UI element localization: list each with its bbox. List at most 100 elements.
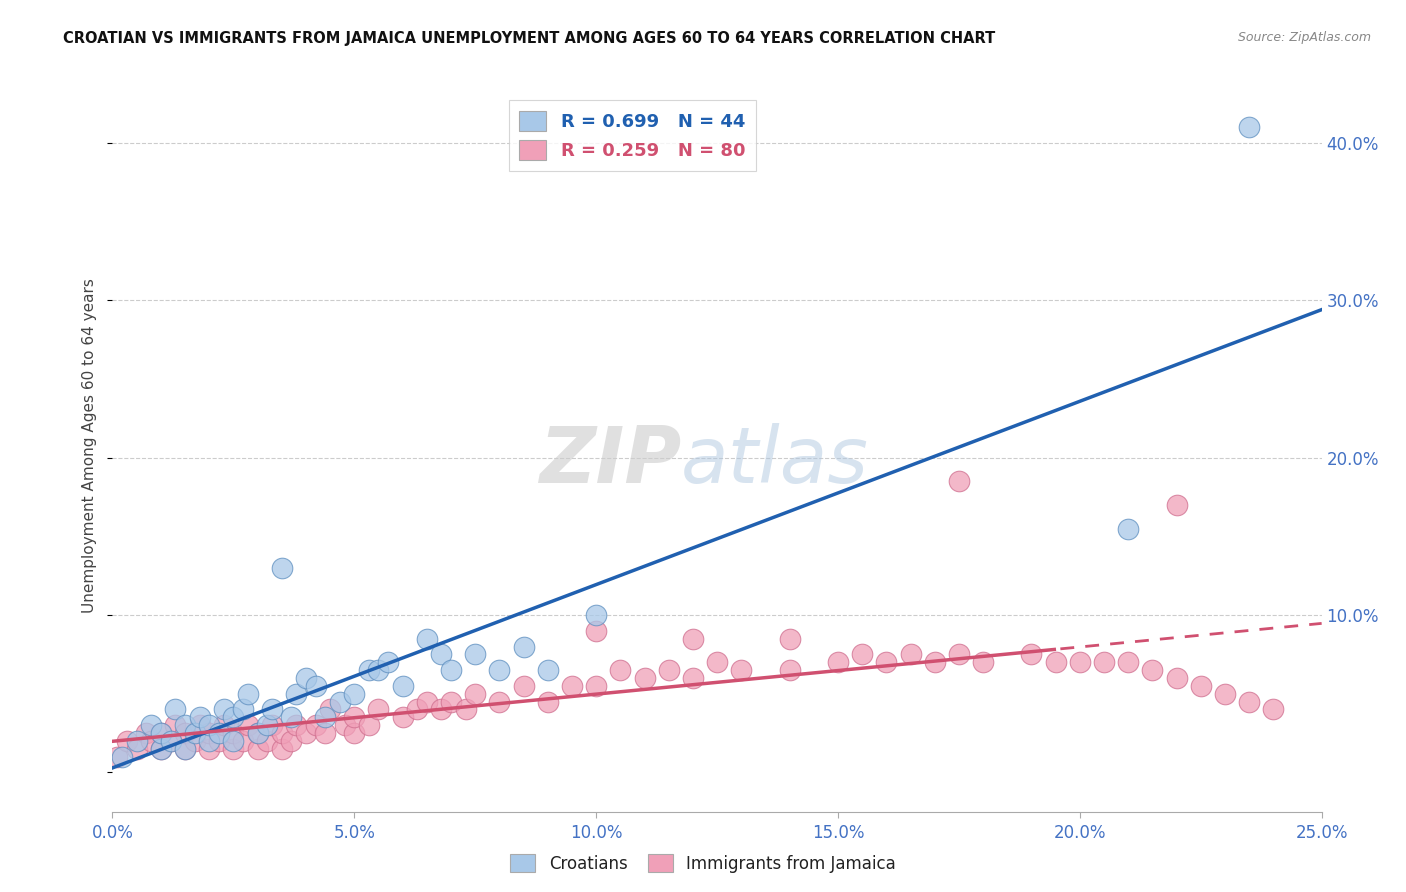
- Point: [585, 608, 607, 623]
- Point: [343, 710, 366, 724]
- Point: [561, 679, 583, 693]
- Point: [149, 741, 172, 756]
- Point: [1237, 120, 1260, 135]
- Point: [1045, 655, 1067, 669]
- Point: [212, 702, 235, 716]
- Point: [280, 710, 302, 724]
- Point: [343, 726, 366, 740]
- Point: [256, 718, 278, 732]
- Point: [948, 475, 970, 489]
- Point: [262, 702, 284, 716]
- Point: [270, 741, 292, 756]
- Point: [440, 663, 463, 677]
- Point: [391, 679, 413, 693]
- Point: [1237, 695, 1260, 709]
- Point: [222, 734, 245, 748]
- Point: [416, 695, 439, 709]
- Point: [314, 710, 336, 724]
- Point: [1092, 655, 1115, 669]
- Legend: Croatians, Immigrants from Jamaica: Croatians, Immigrants from Jamaica: [503, 847, 903, 880]
- Point: [488, 663, 510, 677]
- Point: [270, 726, 292, 740]
- Point: [295, 671, 318, 685]
- Point: [367, 702, 389, 716]
- Point: [1069, 655, 1091, 669]
- Point: [900, 648, 922, 662]
- Point: [1213, 687, 1236, 701]
- Point: [174, 718, 197, 732]
- Point: [236, 718, 259, 732]
- Point: [1021, 648, 1043, 662]
- Legend: R = 0.699   N = 44, R = 0.259   N = 80: R = 0.699 N = 44, R = 0.259 N = 80: [509, 100, 756, 170]
- Point: [262, 718, 284, 732]
- Text: atlas: atlas: [681, 423, 869, 499]
- Point: [212, 718, 235, 732]
- Point: [430, 648, 453, 662]
- Point: [304, 718, 326, 732]
- Point: [246, 726, 269, 740]
- Point: [188, 710, 211, 724]
- Point: [329, 695, 352, 709]
- Y-axis label: Unemployment Among Ages 60 to 64 years: Unemployment Among Ages 60 to 64 years: [82, 278, 97, 614]
- Point: [105, 749, 128, 764]
- Point: [246, 741, 269, 756]
- Point: [183, 726, 205, 740]
- Point: [464, 648, 486, 662]
- Point: [779, 632, 801, 646]
- Point: [115, 734, 138, 748]
- Point: [159, 734, 181, 748]
- Point: [198, 734, 221, 748]
- Point: [1263, 702, 1285, 716]
- Point: [658, 663, 681, 677]
- Point: [1189, 679, 1212, 693]
- Point: [730, 663, 752, 677]
- Point: [111, 749, 134, 764]
- Point: [464, 687, 486, 701]
- Point: [512, 679, 534, 693]
- Point: [141, 718, 163, 732]
- Point: [222, 741, 245, 756]
- Point: [827, 655, 849, 669]
- Point: [256, 734, 278, 748]
- Point: [537, 663, 560, 677]
- Point: [924, 655, 946, 669]
- Point: [391, 710, 413, 724]
- Point: [377, 655, 399, 669]
- Point: [779, 663, 801, 677]
- Point: [1142, 663, 1164, 677]
- Point: [246, 726, 269, 740]
- Point: [149, 726, 172, 740]
- Point: [165, 718, 187, 732]
- Point: [174, 741, 197, 756]
- Point: [972, 655, 994, 669]
- Point: [1116, 655, 1139, 669]
- Point: [149, 726, 172, 740]
- Point: [537, 695, 560, 709]
- Point: [236, 687, 259, 701]
- Point: [174, 741, 197, 756]
- Point: [222, 726, 245, 740]
- Point: [343, 687, 366, 701]
- Point: [430, 702, 453, 716]
- Point: [416, 632, 439, 646]
- Point: [682, 671, 704, 685]
- Point: [706, 655, 728, 669]
- Text: ZIP: ZIP: [538, 423, 681, 499]
- Point: [875, 655, 897, 669]
- Point: [135, 726, 157, 740]
- Point: [367, 663, 389, 677]
- Point: [159, 734, 181, 748]
- Text: Source: ZipAtlas.com: Source: ZipAtlas.com: [1237, 31, 1371, 45]
- Point: [633, 671, 655, 685]
- Point: [188, 718, 211, 732]
- Point: [141, 734, 163, 748]
- Point: [165, 702, 187, 716]
- Point: [1166, 498, 1188, 512]
- Text: CROATIAN VS IMMIGRANTS FROM JAMAICA UNEMPLOYMENT AMONG AGES 60 TO 64 YEARS CORRE: CROATIAN VS IMMIGRANTS FROM JAMAICA UNEM…: [63, 31, 995, 46]
- Point: [585, 679, 607, 693]
- Point: [304, 679, 326, 693]
- Point: [314, 726, 336, 740]
- Point: [149, 741, 172, 756]
- Point: [125, 741, 148, 756]
- Point: [1166, 671, 1188, 685]
